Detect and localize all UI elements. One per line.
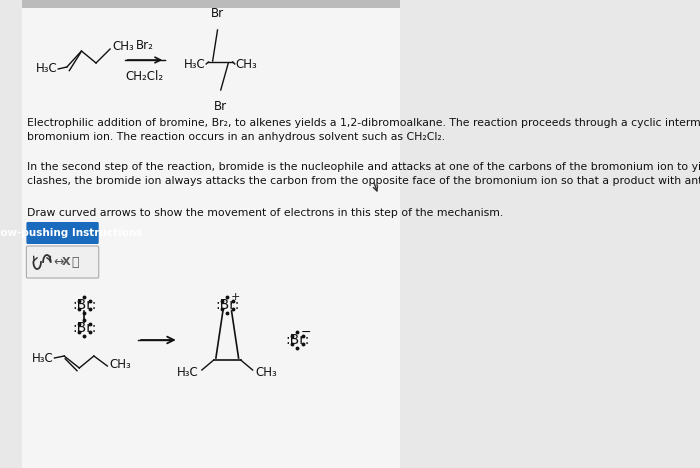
Text: Draw curved arrows to show the movement of electrons in this step of the mechani: Draw curved arrows to show the movement …: [27, 208, 504, 218]
Text: −: −: [301, 326, 312, 338]
Text: :Br:: :Br:: [72, 321, 97, 335]
Text: CH₂Cl₂: CH₂Cl₂: [126, 70, 164, 83]
Text: Br: Br: [211, 7, 224, 20]
Text: CH₃: CH₃: [235, 58, 257, 71]
Text: CH₃: CH₃: [109, 358, 132, 371]
Text: CH₃: CH₃: [256, 366, 278, 379]
FancyBboxPatch shape: [27, 222, 99, 244]
Text: Electrophilic addition of bromine, Br₂, to alkenes yields a 1,2-dibromoalkane. T: Electrophilic addition of bromine, Br₂, …: [27, 118, 700, 142]
Text: :Br:: :Br:: [215, 298, 239, 312]
Text: +: +: [231, 292, 241, 302]
Text: :Br:: :Br:: [72, 298, 97, 312]
Text: ⌶: ⌶: [71, 256, 78, 269]
Text: H₃C: H₃C: [36, 63, 57, 75]
Text: H₃C: H₃C: [177, 366, 199, 379]
FancyBboxPatch shape: [27, 246, 99, 278]
Text: Br: Br: [214, 100, 228, 113]
Text: H₃C: H₃C: [32, 351, 53, 365]
Text: X: X: [62, 257, 71, 267]
Text: H₃C: H₃C: [184, 58, 206, 71]
Text: ↔: ↔: [53, 256, 64, 269]
Text: :Br:: :Br:: [285, 333, 309, 347]
Bar: [22, 0, 400, 8]
Text: In the second step of the reaction, bromide is the nucleophile and attacks at on: In the second step of the reaction, brom…: [27, 162, 700, 186]
Text: Br₂: Br₂: [136, 39, 154, 52]
Text: CH₃: CH₃: [112, 41, 134, 53]
Text: Arrow-pushing Instructions: Arrow-pushing Instructions: [0, 228, 143, 238]
